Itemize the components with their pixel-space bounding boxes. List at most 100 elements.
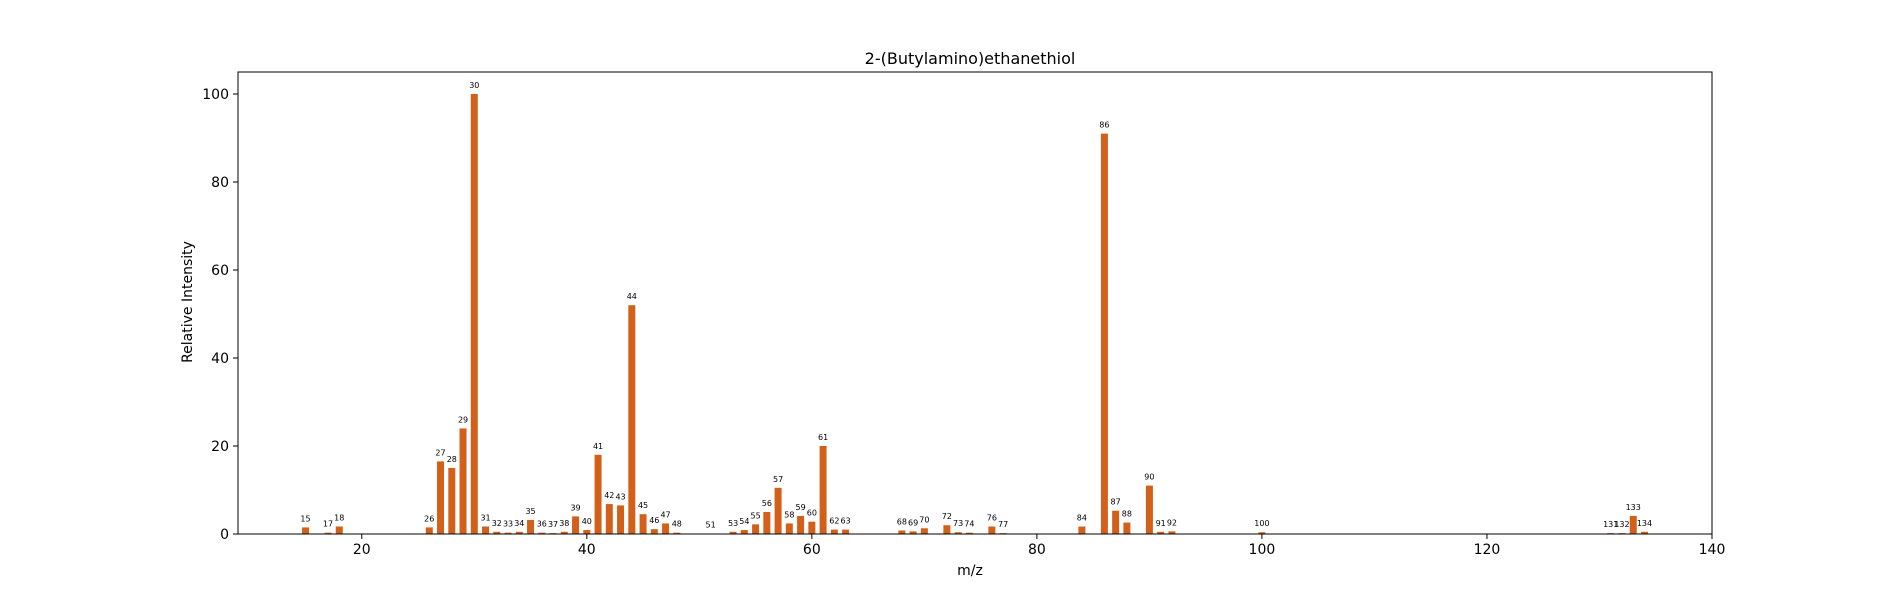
peak-label-74: 74	[964, 520, 974, 529]
bar-mz-42	[606, 504, 613, 534]
bar-mz-47	[662, 523, 669, 534]
peak-label-58: 58	[784, 510, 794, 519]
peak-label-15: 15	[300, 514, 310, 523]
bar-mz-87	[1112, 511, 1119, 534]
peak-label-30: 30	[469, 81, 479, 90]
peak-label-44: 44	[627, 292, 637, 301]
bar-mz-68	[898, 530, 905, 534]
peak-label-69: 69	[908, 518, 918, 527]
peak-label-43: 43	[615, 492, 625, 501]
peak-label-90: 90	[1144, 473, 1154, 482]
peak-label-63: 63	[841, 517, 851, 526]
peak-label-33: 33	[503, 520, 513, 529]
peak-label-31: 31	[480, 514, 490, 523]
peak-label-134: 134	[1637, 519, 1652, 528]
peak-label-70: 70	[919, 515, 929, 524]
bar-mz-39	[572, 516, 579, 534]
peak-label-38: 38	[559, 519, 569, 528]
bar-mz-88	[1123, 523, 1130, 534]
peak-label-29: 29	[458, 415, 468, 424]
x-tick-label-60: 60	[803, 542, 821, 558]
x-tick-label-100: 100	[1249, 542, 1276, 558]
peak-label-84: 84	[1077, 514, 1087, 523]
bar-mz-41	[595, 455, 602, 534]
peak-label-48: 48	[672, 520, 682, 529]
bar-mz-28	[448, 468, 455, 534]
y-tick-label-60: 60	[211, 263, 229, 279]
bar-mz-62	[831, 530, 838, 534]
peak-label-26: 26	[424, 514, 434, 523]
peak-label-76: 76	[987, 514, 997, 523]
x-tick-label-80: 80	[1028, 542, 1046, 558]
bar-mz-90	[1146, 486, 1153, 534]
bars-layer	[302, 94, 1648, 534]
y-tick-label-80: 80	[211, 175, 229, 191]
peak-label-28: 28	[447, 455, 457, 464]
bar-mz-63	[842, 530, 849, 534]
x-tick-label-20: 20	[353, 542, 371, 558]
bar-mz-31	[482, 527, 489, 534]
bar-mz-72	[943, 525, 950, 534]
bar-mz-18	[336, 527, 343, 534]
bar-mz-76	[988, 527, 995, 534]
peak-label-132: 132	[1614, 520, 1629, 529]
y-tick-label-0: 0	[220, 527, 229, 543]
peak-label-40: 40	[582, 517, 592, 526]
bar-mz-15	[302, 527, 309, 534]
bar-mz-26	[426, 527, 433, 534]
peak-label-77: 77	[998, 520, 1008, 529]
bar-mz-55	[752, 524, 759, 534]
bar-mz-35	[527, 520, 534, 534]
x-axis-ticks: 20 40 60 80 100 120 140	[353, 534, 1726, 558]
bar-mz-40	[583, 530, 590, 534]
peak-label-68: 68	[897, 517, 907, 526]
plot-area-frame	[238, 72, 1712, 534]
chart-title: 2-(Butylamino)ethanethiol	[865, 49, 1076, 68]
bar-mz-57	[775, 488, 782, 534]
peak-label-47: 47	[660, 510, 670, 519]
bar-mz-84	[1078, 527, 1085, 534]
peak-label-88: 88	[1122, 510, 1132, 519]
peak-label-133: 133	[1626, 503, 1641, 512]
peak-label-57: 57	[773, 475, 783, 484]
peak-label-61: 61	[818, 433, 828, 442]
bar-mz-60	[808, 522, 815, 534]
y-tick-label-40: 40	[211, 351, 229, 367]
peak-label-51: 51	[705, 521, 715, 530]
peak-label-17: 17	[323, 520, 333, 529]
peak-label-55: 55	[750, 511, 760, 520]
peak-label-86: 86	[1099, 121, 1109, 130]
bar-mz-29	[460, 428, 467, 534]
bar-mz-30	[471, 94, 478, 534]
peak-label-73: 73	[953, 519, 963, 528]
peak-label-32: 32	[492, 519, 502, 528]
bar-mz-46	[651, 529, 658, 534]
peak-label-46: 46	[649, 516, 659, 525]
peak-label-72: 72	[942, 512, 952, 521]
x-tick-label-140: 140	[1699, 542, 1726, 558]
peak-label-27: 27	[435, 448, 445, 457]
peak-label-56: 56	[762, 499, 772, 508]
y-axis-label: Relative Intensity	[180, 241, 196, 363]
peak-label-100: 100	[1254, 519, 1269, 528]
bar-mz-61	[820, 446, 827, 534]
peak-label-42: 42	[604, 491, 614, 500]
peak-label-37: 37	[548, 520, 558, 529]
bar-mz-86	[1101, 134, 1108, 534]
x-tick-label-40: 40	[578, 542, 596, 558]
bar-mz-58	[786, 523, 793, 534]
x-tick-label-120: 120	[1474, 542, 1501, 558]
y-tick-label-100: 100	[202, 87, 229, 103]
peak-label-59: 59	[796, 503, 806, 512]
peak-label-18: 18	[334, 514, 344, 523]
peak-label-62: 62	[829, 517, 839, 526]
bar-mz-56	[763, 512, 770, 534]
bar-mz-27	[437, 461, 444, 534]
bar-mz-44	[628, 305, 635, 534]
peak-label-54: 54	[739, 517, 749, 526]
peak-label-39: 39	[570, 503, 580, 512]
peak-label-35: 35	[525, 507, 535, 516]
x-axis-label: m/z	[957, 563, 983, 579]
